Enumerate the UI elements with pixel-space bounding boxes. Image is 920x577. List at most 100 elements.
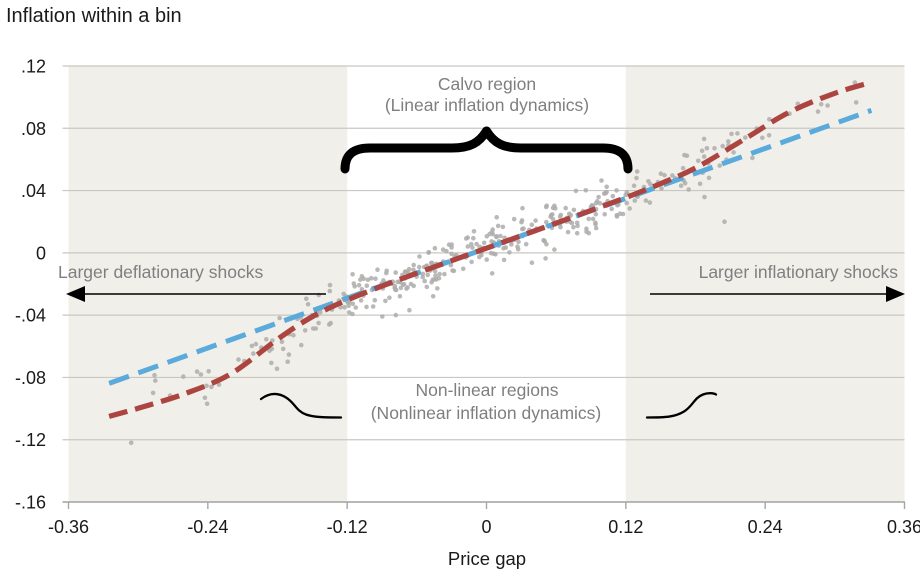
scatter-dot xyxy=(852,80,858,85)
scatter-dot xyxy=(440,247,446,252)
y-tick-label: .04 xyxy=(21,181,46,201)
scatter-dot xyxy=(599,178,604,183)
scatter-dot xyxy=(544,219,549,225)
scatter-dot xyxy=(269,360,274,366)
scatter-dot xyxy=(202,395,208,401)
scatter-dot xyxy=(521,226,526,231)
scatter-dot xyxy=(206,369,211,374)
scatter-dot xyxy=(432,269,438,274)
scatter-dot xyxy=(407,307,412,313)
scatter-dot xyxy=(614,212,620,218)
scatter-dot xyxy=(509,242,514,247)
scatter-dot xyxy=(520,205,525,211)
scatter-dot xyxy=(491,251,497,256)
nonlinear-region-left xyxy=(68,66,348,502)
scatter-dot xyxy=(404,286,409,291)
scatter-dot xyxy=(442,271,447,277)
nonlinear-region-right xyxy=(625,66,905,502)
scatter-dot xyxy=(702,194,707,200)
x-tick-label: 0 xyxy=(481,517,491,537)
scatter-dot xyxy=(624,189,630,195)
scatter-dot xyxy=(373,276,378,282)
scatter-dot xyxy=(429,260,435,266)
scatter-dot xyxy=(358,277,363,282)
scatter-dot xyxy=(393,312,399,318)
scatter-dot xyxy=(411,267,416,273)
scatter-dot xyxy=(353,305,359,310)
scatter-dot xyxy=(350,311,355,317)
scatter-dot xyxy=(818,102,824,107)
scatter-dot xyxy=(449,242,455,247)
scatter-dot xyxy=(498,233,503,239)
scatter-dot xyxy=(529,222,535,228)
scatter-dot xyxy=(236,357,241,362)
x-tick-label: 0.12 xyxy=(608,517,643,537)
scatter-dot xyxy=(825,103,830,108)
scatter-dot xyxy=(430,277,436,283)
scatter-dot xyxy=(364,283,370,289)
scatter-dot xyxy=(815,109,821,114)
scatter-dot xyxy=(316,320,321,326)
scatter-dot-outlier xyxy=(128,440,134,446)
scatter-dot xyxy=(249,343,255,349)
x-tick-label: 0.36 xyxy=(887,517,920,537)
x-axis-label: Price gap xyxy=(448,548,526,569)
scatter-dot xyxy=(370,304,376,309)
scatter-dot xyxy=(574,230,580,236)
scatter-dot xyxy=(647,200,653,205)
scatter-dot xyxy=(152,372,157,378)
y-tick-label: 0 xyxy=(36,243,46,263)
scatter-dot xyxy=(153,378,158,383)
scatter-dot xyxy=(181,374,186,379)
scatter-dot xyxy=(460,266,466,272)
y-tick-label: -.16 xyxy=(15,493,46,513)
scatter-dot xyxy=(735,131,740,136)
scatter-dot xyxy=(350,301,356,307)
scatter-dot xyxy=(558,212,564,218)
scatter-dot xyxy=(392,285,398,291)
scatter-dot xyxy=(584,226,589,231)
scatter-dot xyxy=(280,346,286,352)
scatter-dot xyxy=(204,401,210,407)
scatter-dot xyxy=(484,257,490,262)
scatter-dot xyxy=(411,262,417,268)
scatter-dot xyxy=(567,211,572,217)
scatter-dot xyxy=(364,304,369,310)
scatter-dot xyxy=(465,244,471,249)
scatter-dot xyxy=(601,191,607,196)
scatter-dot xyxy=(529,260,535,266)
scatter-dot xyxy=(425,272,431,278)
right-squiggle-pointer-icon xyxy=(645,392,718,419)
scatter-dot xyxy=(552,247,557,252)
scatter-dot xyxy=(571,224,576,230)
scatter-dot xyxy=(643,198,649,203)
scatter-dot xyxy=(489,271,495,276)
scatter-dot xyxy=(583,188,589,193)
scatter-dot xyxy=(432,245,438,251)
scatter-dot xyxy=(327,282,333,288)
scatter-dot xyxy=(632,198,638,203)
scatter-dot xyxy=(543,256,548,261)
scatter-dot xyxy=(380,314,385,319)
scatter-dot xyxy=(586,230,592,236)
scatter-dot xyxy=(678,183,684,188)
scatter-dot xyxy=(495,223,501,229)
scatter-dot xyxy=(686,187,691,192)
scatter-dot xyxy=(620,211,626,217)
scatter-dot xyxy=(274,366,280,372)
scatter-dot xyxy=(594,199,600,204)
scatter-dot xyxy=(670,173,675,178)
inflationary-shocks-label: Larger inflationary shocks xyxy=(699,262,899,282)
scatter-dot xyxy=(586,216,591,222)
y-tick-label: .08 xyxy=(21,119,46,139)
scatter-dot xyxy=(356,282,362,288)
scatter-dot xyxy=(489,229,495,235)
scatter-dot xyxy=(701,136,707,142)
fit-lines-layer xyxy=(108,79,873,419)
y-tick-label: -.08 xyxy=(15,368,46,388)
curly-brace-icon xyxy=(340,126,633,174)
scatter-dot xyxy=(712,146,717,151)
scatter-dot xyxy=(326,322,332,327)
scatter-dot xyxy=(433,273,438,278)
scatter-dot xyxy=(302,328,308,333)
